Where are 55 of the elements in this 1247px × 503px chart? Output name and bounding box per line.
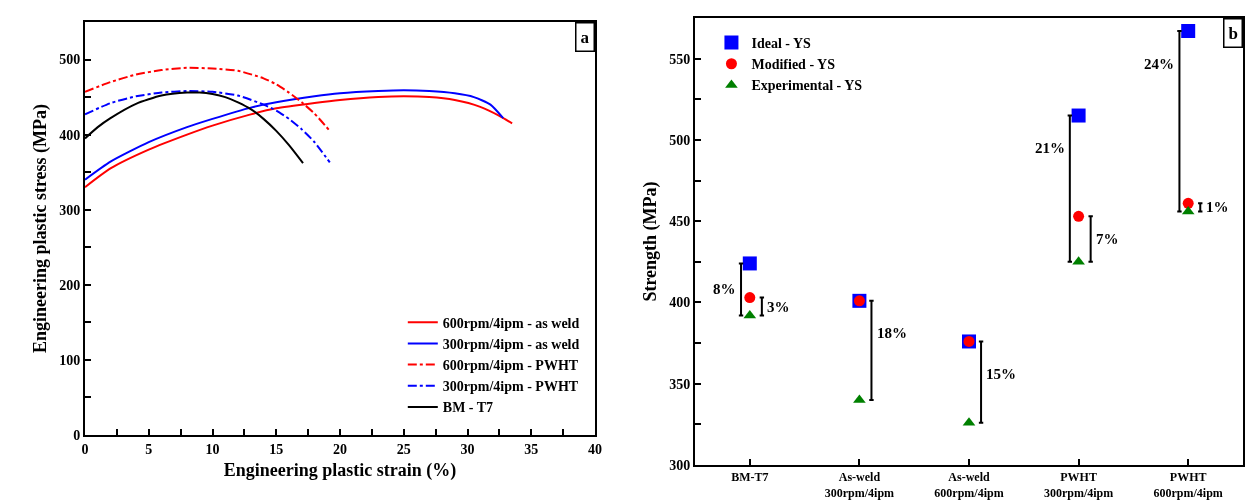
y-tick-label: 300	[59, 202, 81, 218]
x-tick-label: 20	[333, 441, 347, 457]
y-tick-label: 0	[73, 427, 81, 443]
x-tick-label: PWHT 300rpm/4ipm	[1043, 470, 1114, 500]
point	[1182, 197, 1194, 209]
point	[742, 256, 757, 271]
y-tick-label: 450	[669, 214, 691, 230]
x-tick-label: 35	[524, 441, 539, 457]
annotation: 1%	[1206, 199, 1229, 215]
y-tick-label: 100	[59, 352, 81, 368]
x-tick-label: 5	[145, 441, 153, 457]
x-tick-label: 25	[396, 441, 411, 457]
point	[744, 292, 756, 304]
x-tick-label: PWHT 600rpm/4ipm	[1153, 470, 1223, 500]
legend-label: 300rpm/4ipm - PWHT	[442, 379, 579, 395]
y-axis-title: Strength (MPa)	[639, 181, 661, 302]
annotation: 24%	[1144, 56, 1174, 72]
y-tick-label: 350	[669, 376, 691, 392]
y-tick-label: 500	[59, 52, 81, 68]
legend-label: Experimental - YS	[751, 78, 863, 94]
annotation: 8%	[713, 281, 736, 297]
annotation: 15%	[986, 366, 1016, 382]
line-series	[85, 89, 505, 181]
y-tick-label: 400	[669, 295, 691, 311]
x-tick-label: 15	[269, 441, 284, 457]
y-tick-label: 400	[59, 127, 81, 143]
x-tick-label: As-weld 600rpm/4ipm	[934, 470, 1004, 500]
x-tick-label: 30	[460, 441, 475, 457]
point	[743, 309, 757, 319]
x-tick-label: 10	[205, 441, 220, 457]
x-axis-title: Engineering plastic strain (%)	[223, 460, 457, 482]
y-tick-label: 500	[669, 132, 691, 148]
y-tick-label: 200	[59, 277, 81, 293]
annotation: 21%	[1035, 140, 1065, 156]
legend-label: 600rpm/4ipm - as weld	[442, 315, 580, 331]
annotation: 7%	[1096, 231, 1119, 247]
x-tick-label: 40	[588, 441, 602, 457]
y-axis-title: Engineering plastic stress (MPa)	[29, 103, 51, 354]
annotation: 3%	[767, 299, 790, 315]
legend-label: BM - T7	[442, 400, 494, 416]
annotation: 18%	[877, 325, 907, 341]
y-tick-label: 550	[669, 51, 691, 67]
legend-label: 600rpm/4ipm - PWHT	[442, 358, 579, 374]
x-tick-label: As-weld 300rpm/4ipm	[824, 470, 895, 500]
point	[1071, 108, 1086, 123]
point	[1181, 205, 1195, 215]
annotation: a	[580, 27, 590, 47]
legend-label: 300rpm/4ipm - as weld	[442, 336, 580, 352]
legend-label: Ideal - YS	[751, 36, 812, 51]
y-tick-label: 300	[669, 457, 691, 473]
point	[1073, 210, 1085, 222]
legend-label: Modified - YS	[751, 57, 836, 73]
annotation: b	[1228, 23, 1238, 43]
point	[1181, 24, 1196, 38]
x-tick-label: BM-T7	[731, 470, 769, 485]
